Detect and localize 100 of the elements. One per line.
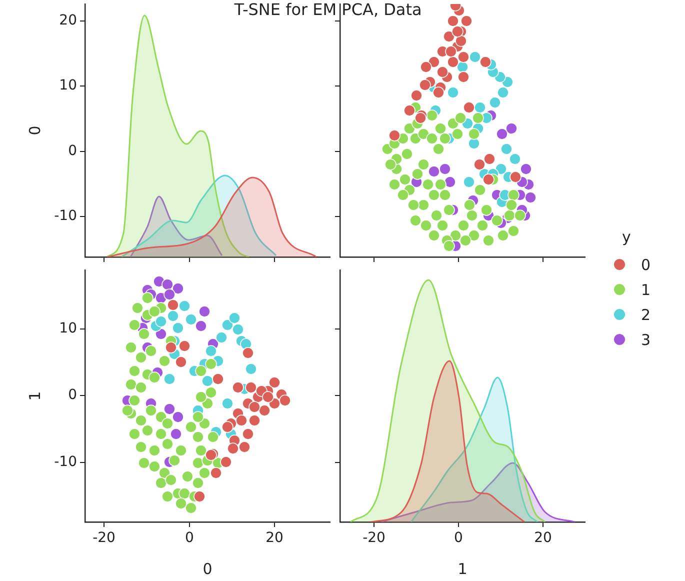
point (418, 128, 430, 140)
point (420, 220, 432, 232)
point (466, 210, 478, 222)
point (500, 143, 512, 155)
point (242, 428, 254, 440)
point (408, 199, 420, 211)
point (430, 210, 442, 222)
y-tick-label: -10 (54, 208, 77, 224)
point (155, 428, 167, 440)
point (420, 61, 432, 73)
point (463, 176, 475, 188)
x-tick-label: 20 (534, 530, 552, 546)
point (148, 460, 160, 472)
point (432, 86, 444, 98)
point (222, 421, 234, 433)
point (216, 332, 228, 344)
point (458, 71, 470, 83)
point (418, 199, 430, 211)
point (162, 438, 174, 450)
legend-label: 3 (641, 330, 651, 348)
y-tick-label: 20 (59, 12, 77, 29)
point (410, 214, 422, 226)
point (178, 340, 190, 352)
point (138, 328, 150, 340)
point (447, 56, 459, 68)
point (480, 204, 492, 216)
point (164, 403, 176, 415)
point (414, 112, 426, 124)
point (132, 302, 144, 314)
point (175, 356, 187, 368)
point (268, 376, 280, 388)
point (514, 210, 526, 222)
point (192, 477, 204, 489)
point (472, 112, 484, 124)
point (482, 174, 494, 186)
y-tick-label: 10 (59, 78, 77, 94)
point (125, 378, 137, 390)
point (458, 51, 470, 63)
point (148, 444, 160, 456)
point (162, 278, 174, 290)
point (228, 312, 240, 324)
y-tick-label: 0 (68, 143, 77, 160)
point (476, 220, 488, 232)
point (444, 176, 456, 188)
point (245, 363, 257, 375)
point (452, 26, 464, 38)
point (222, 398, 234, 410)
point (158, 355, 170, 367)
point (155, 477, 167, 489)
point (464, 199, 476, 211)
point (142, 292, 154, 304)
point (195, 444, 207, 456)
point (455, 35, 467, 47)
point (125, 342, 137, 354)
point (474, 184, 486, 196)
point (198, 306, 210, 318)
point (463, 102, 475, 114)
point (192, 457, 204, 469)
point (410, 90, 422, 102)
point (447, 15, 459, 27)
point (388, 178, 400, 190)
point (182, 470, 194, 482)
point (489, 96, 501, 108)
point (419, 79, 431, 91)
point (384, 158, 396, 170)
point (172, 322, 184, 334)
point (496, 128, 508, 140)
point (227, 442, 239, 454)
point (506, 199, 518, 211)
point (428, 189, 440, 201)
point (510, 171, 522, 183)
point (439, 163, 451, 175)
point (469, 51, 481, 63)
legend-label: 0 (641, 256, 651, 274)
point (168, 454, 180, 466)
point (185, 421, 197, 433)
point (172, 411, 184, 423)
point (491, 214, 503, 226)
x-tick-label: -20 (92, 530, 116, 546)
point (474, 158, 486, 170)
point (452, 128, 464, 140)
point (178, 488, 190, 500)
point (155, 316, 167, 328)
point (185, 314, 197, 326)
point (520, 163, 532, 175)
point (443, 30, 455, 42)
point (175, 444, 187, 456)
point (128, 394, 140, 406)
point (195, 391, 207, 403)
point (443, 204, 455, 216)
point (258, 404, 270, 416)
point (245, 382, 257, 394)
point (232, 382, 244, 394)
legend-label: 2 (641, 306, 651, 324)
point (388, 130, 400, 142)
point (279, 394, 291, 406)
point (454, 112, 466, 124)
point (443, 240, 455, 252)
point (450, 230, 462, 242)
point (524, 192, 536, 204)
